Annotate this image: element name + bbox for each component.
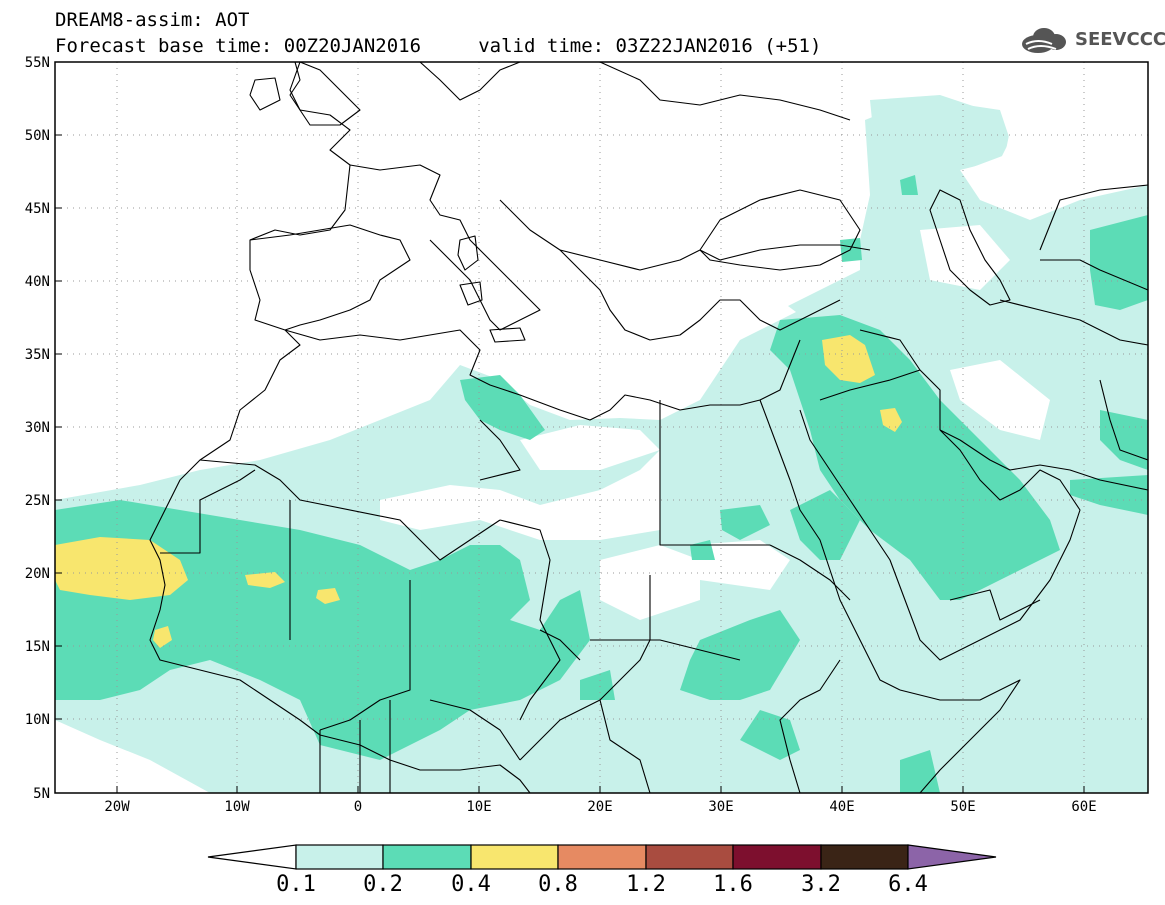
colorbar [207,844,997,870]
lat-label: 55N [24,55,50,71]
lat-label: 50N [24,128,50,144]
lon-label: 60E [1071,799,1097,815]
lat-label: 20N [24,566,50,582]
lon-label: 0 [353,799,363,815]
lon-label: 10W [224,799,250,815]
colorbar-label: 3.2 [801,872,841,897]
lat-label: 15N [24,639,50,655]
lon-label: 20W [104,799,130,815]
colorbar-label: 0.4 [451,872,491,897]
forecast-time-line: Forecast base time: 00Z20JAN2016 valid t… [55,35,822,57]
logo-text: SEEVCCC [1075,29,1165,50]
colorbar-low-arrow [207,844,297,870]
lon-label: 10E [466,799,492,815]
colorbar-label: 1.2 [626,872,666,897]
colorbar-bin-1 [295,844,384,870]
colorbar-bin-5 [645,844,734,870]
colorbar-label: 0.1 [276,872,316,897]
lat-label: 40N [24,274,50,290]
lon-label: 40E [829,799,855,815]
colorbar-bin-6 [732,844,822,870]
colorbar-bin-4 [557,844,647,870]
colorbar-label: 1.6 [713,872,753,897]
lat-label: 30N [24,420,50,436]
cloud-logo-icon [1022,28,1066,53]
aot-contour-0.4 [55,335,902,648]
chart-title: DREAM8-assim: AOT [55,9,250,31]
colorbar-bin-2 [382,844,472,870]
colorbar-label: 6.4 [888,872,928,897]
colorbar-bin-7 [820,844,909,870]
lat-label: 10N [24,712,50,728]
lat-label: 5N [33,786,50,802]
lat-label: 35N [24,347,50,363]
colorbar-bin-3 [470,844,559,870]
lat-label: 45N [24,201,50,217]
lon-label: 20E [587,799,613,815]
colorbar-label: 0.8 [538,872,578,897]
lat-label: 25N [24,493,50,509]
lon-label: 50E [950,799,976,815]
colorbar-label: 0.2 [363,872,403,897]
colorbar-high-arrow [907,844,997,870]
lon-label: 30E [708,799,734,815]
